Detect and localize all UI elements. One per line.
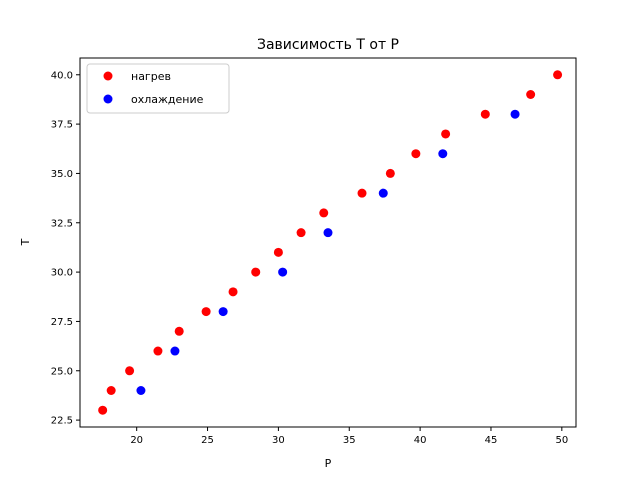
data-point <box>438 149 448 159</box>
data-point <box>98 405 108 415</box>
data-point <box>357 188 367 198</box>
legend-box <box>86 63 230 114</box>
data-point <box>553 70 563 80</box>
data-point <box>125 366 135 376</box>
x-axis-label: P <box>325 457 332 470</box>
series-heating <box>98 70 563 415</box>
x-tick-label: 45 <box>485 435 498 446</box>
y-tick-label: 35.0 <box>51 169 73 180</box>
legend-label: охлаждение <box>131 93 204 106</box>
y-tick-label: 22.5 <box>51 416 73 427</box>
data-point <box>526 90 536 100</box>
legend-marker <box>103 94 113 104</box>
chart-title: Зависимость T от P <box>257 37 399 53</box>
y-tick-label: 25.0 <box>51 366 73 377</box>
data-point <box>319 208 329 218</box>
data-point <box>174 326 184 336</box>
data-point <box>510 109 520 119</box>
data-point <box>218 307 228 317</box>
x-tick-label: 30 <box>272 435 285 446</box>
series-cooling <box>136 109 520 395</box>
data-point <box>378 188 388 198</box>
data-point <box>411 149 421 159</box>
data-point <box>228 287 238 297</box>
data-point <box>170 346 180 356</box>
data-point <box>136 385 146 395</box>
data-point <box>273 247 283 257</box>
data-point <box>323 228 333 238</box>
y-axis-ticks: 22.5 25.0 27.5 30.0 32.5 35.0 37.5 40.0 <box>51 70 80 427</box>
plot-area: 20 25 30 35 40 45 50 22.5 25.0 27.5 30.0 32.5 35.0 3… <box>51 57 577 446</box>
data-point <box>106 385 116 395</box>
data-point <box>201 307 211 317</box>
y-tick-label: 32.5 <box>51 218 73 229</box>
data-point <box>385 168 395 178</box>
y-tick-label: 37.5 <box>51 120 73 131</box>
x-tick-label: 35 <box>343 435 356 446</box>
legend: нагрев охлаждение <box>86 63 230 114</box>
y-axis-label: T <box>19 238 32 246</box>
y-tick-label: 30.0 <box>51 268 73 279</box>
data-points <box>98 70 563 415</box>
data-point <box>251 267 261 277</box>
x-axis-ticks: 20 25 30 35 40 45 50 <box>130 427 568 446</box>
data-point <box>480 109 490 119</box>
data-point <box>278 267 288 277</box>
data-point <box>441 129 451 139</box>
x-tick-label: 20 <box>130 435 143 446</box>
y-tick-label: 40.0 <box>51 70 73 81</box>
axes-frame <box>79 57 577 428</box>
x-tick-label: 40 <box>414 435 427 446</box>
legend-marker <box>103 71 113 81</box>
x-tick-label: 50 <box>555 435 568 446</box>
data-point <box>296 228 306 238</box>
data-point <box>153 346 163 356</box>
x-tick-label: 25 <box>201 435 214 446</box>
legend-label: нагрев <box>131 70 171 83</box>
y-tick-label: 27.5 <box>51 317 73 328</box>
